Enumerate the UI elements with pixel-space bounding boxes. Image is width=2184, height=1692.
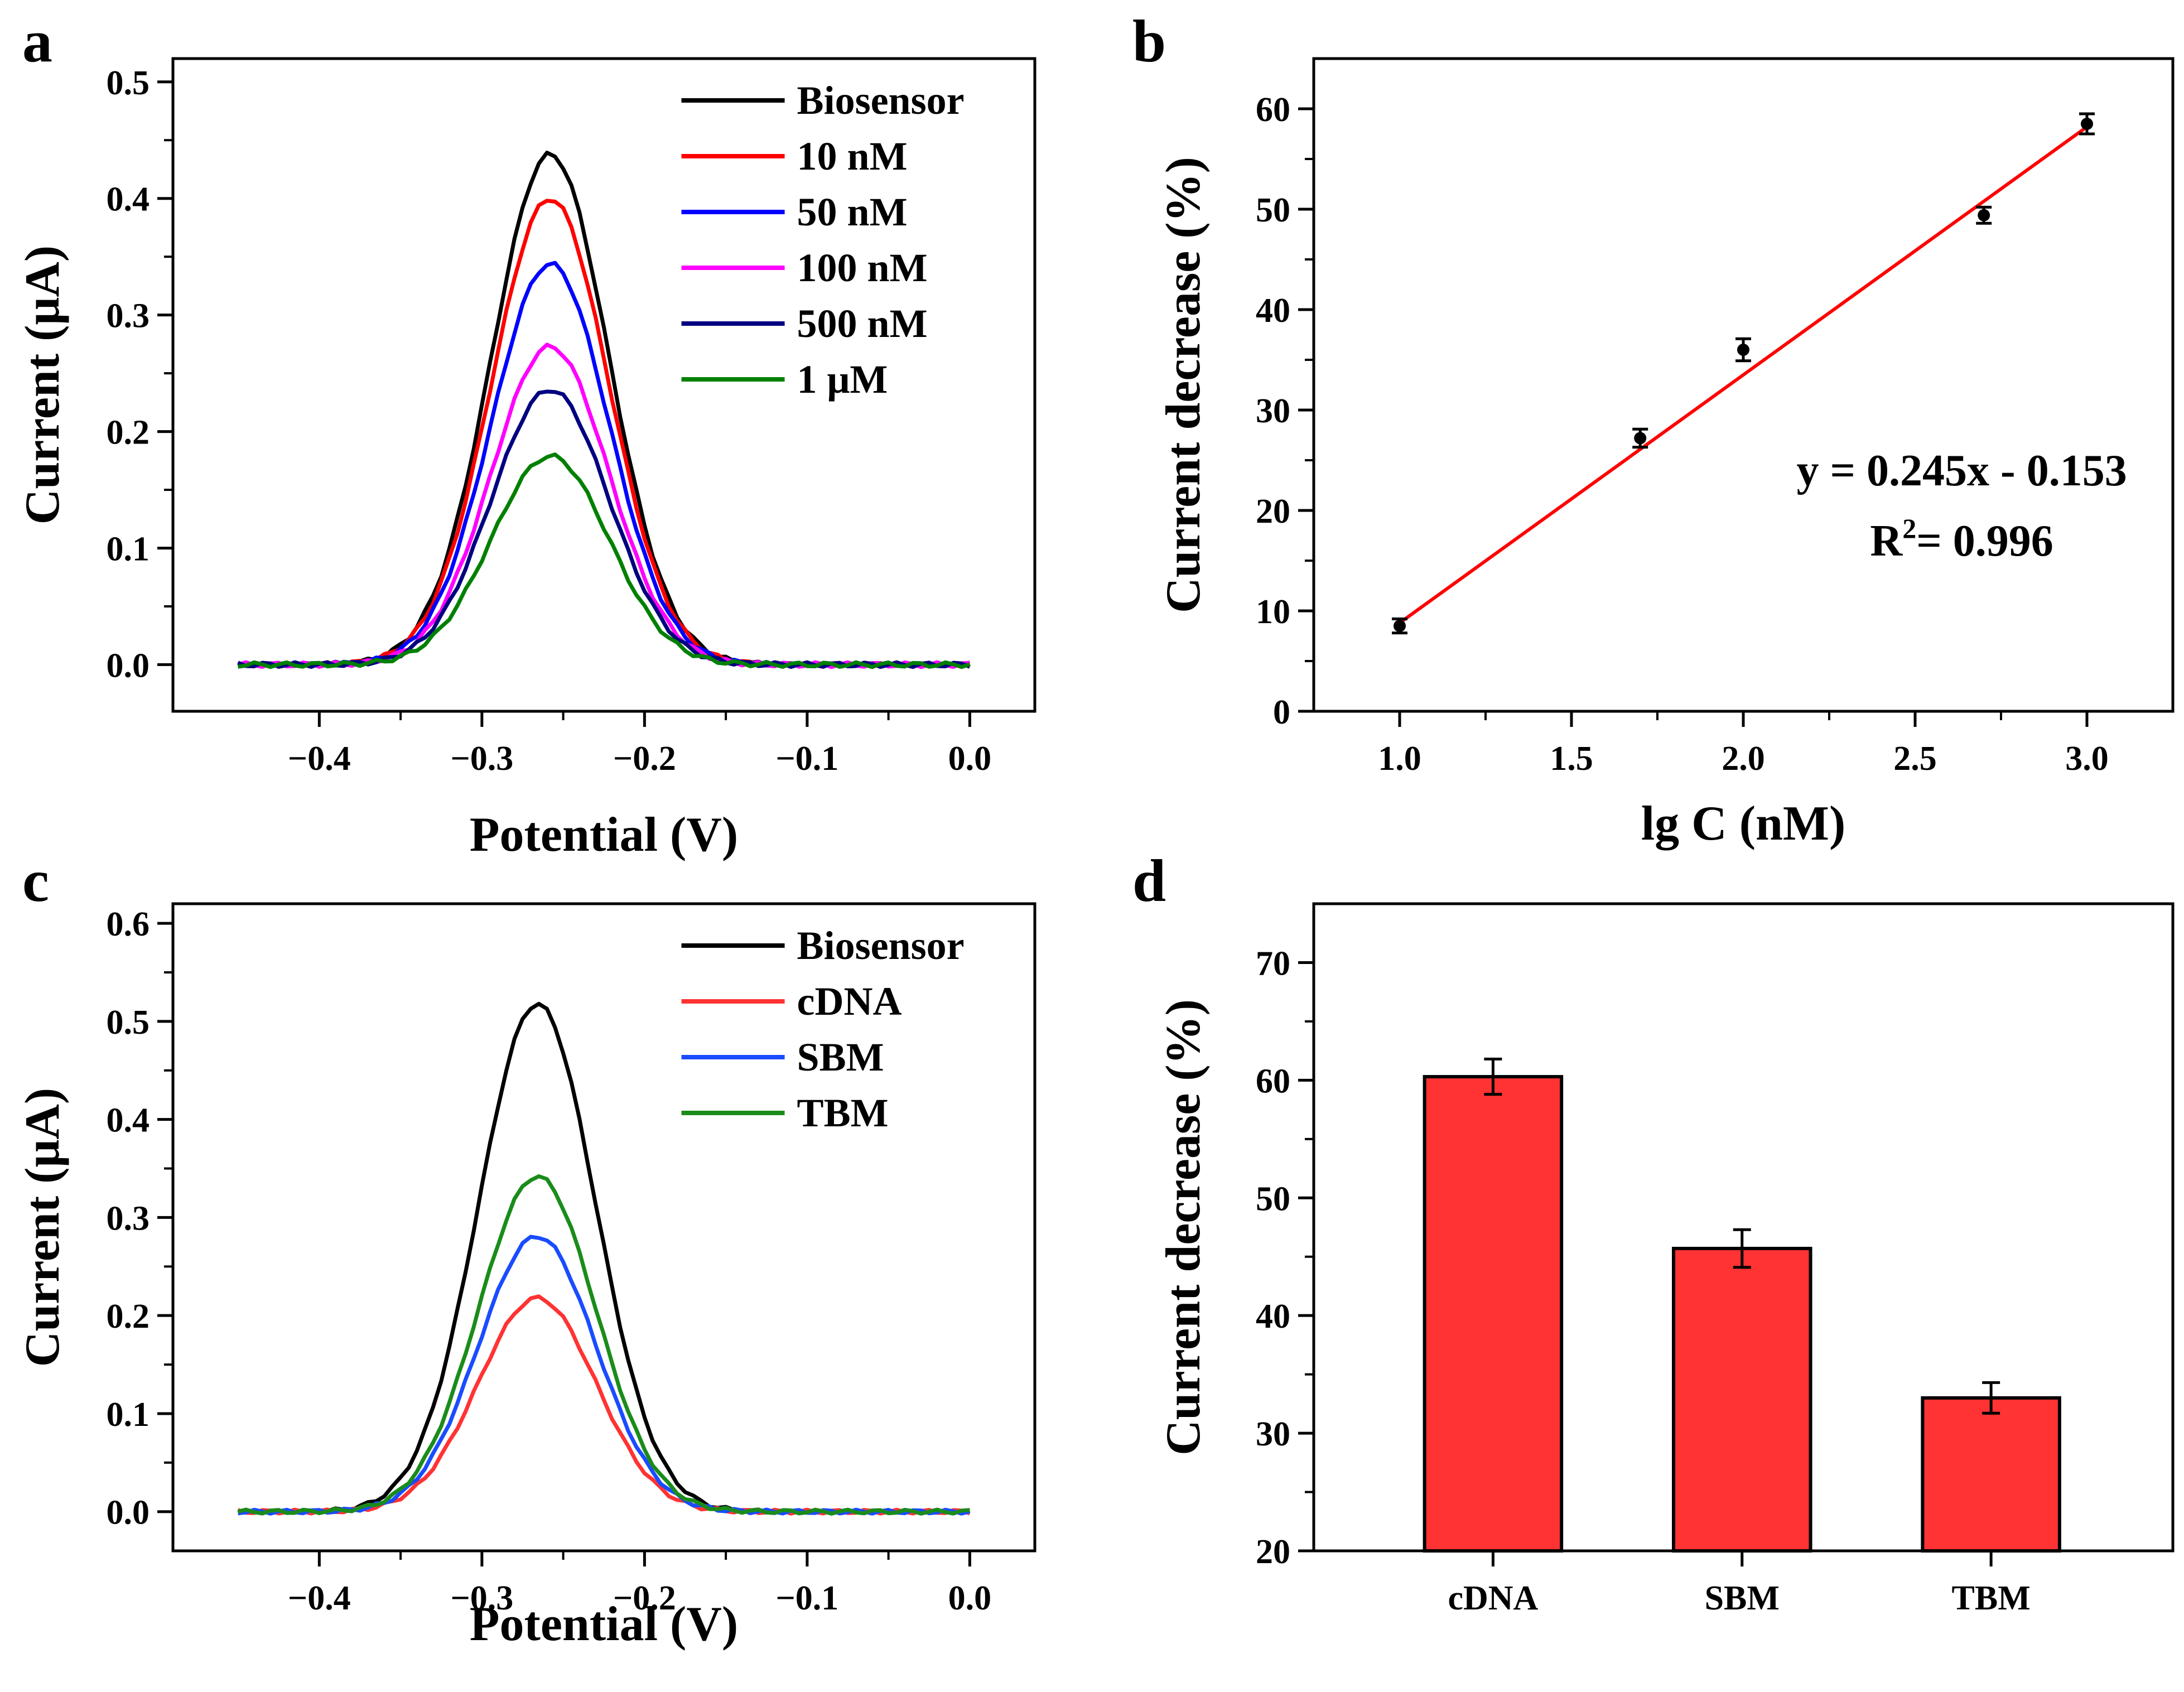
plot-frame <box>171 57 1036 713</box>
y-tick-label: 0.4 <box>107 181 150 219</box>
x-axis-title: Potential (V) <box>470 808 738 862</box>
x-tick-label: 1.0 <box>1378 740 1421 778</box>
legend-label: Biosensor <box>797 78 965 123</box>
y-tick-label: 70 <box>1256 944 1290 982</box>
y-tick-label: 20 <box>1256 493 1290 531</box>
y-tick-label: 50 <box>1256 191 1290 229</box>
plot-frame <box>1312 902 2175 1553</box>
x-tick-label: 0.0 <box>948 1579 992 1617</box>
bar-cDNA <box>1423 1075 1564 1553</box>
legend-label: 10 nM <box>797 134 908 179</box>
y-tick-label: 0.5 <box>107 1004 150 1042</box>
y-tick-label: 60 <box>1256 1062 1290 1100</box>
y-axis-title: Current (μA) <box>16 1088 70 1367</box>
y-tick-label: 0.0 <box>107 647 150 684</box>
series-line-TBM <box>237 1174 970 1516</box>
y-tick-label: 50 <box>1256 1180 1290 1218</box>
legend-label: 1 μM <box>797 357 888 402</box>
y-tick-label: 40 <box>1256 1298 1290 1336</box>
x-tick-label: −0.3 <box>450 740 513 778</box>
x-tick-label: 3.0 <box>2065 740 2109 778</box>
y-tick-label: 0.2 <box>107 1298 150 1336</box>
series-line-1-μM <box>238 452 971 669</box>
bar-SBM <box>1672 1246 1812 1553</box>
y-tick-label: 0.2 <box>107 414 150 452</box>
legend-label: 100 nM <box>797 245 928 290</box>
fit-equation: y = 0.245x - 0.153 <box>1796 446 2127 495</box>
legend-label: cDNA <box>797 979 902 1024</box>
y-axis-title: Current decrease (%) <box>1156 157 1211 613</box>
data-point <box>1634 432 1647 445</box>
x-axis-title: Potential (V) <box>470 1597 738 1651</box>
legend-label: 500 nM <box>797 301 928 346</box>
x-tick-label: 1.5 <box>1550 740 1593 778</box>
y-axis-title: Current (μA) <box>16 245 70 524</box>
panel-b: b 0 10 20 30 40 50 60 1.0 1.5 2.0 2.5 3.0 Current dec… <box>1132 8 2175 851</box>
y-axis-title: Current decrease (%) <box>1156 999 1211 1455</box>
panel-a: a 0.0 0.1 0.2 0.3 0.4 0.5 −0.4 −0.3 −0.2 −0.1 0.0 Cu… <box>16 8 1036 862</box>
x-tick-label: −0.4 <box>288 740 351 778</box>
data-point <box>2081 118 2093 130</box>
legend-label: Biosensor <box>797 923 965 968</box>
y-tick-label: 0 <box>1273 693 1290 731</box>
x-axis-title: lg C (nM) <box>1641 797 1846 851</box>
y-tick-label: 0.1 <box>107 531 150 568</box>
y-tick-label: 10 <box>1256 593 1290 631</box>
series-line-Biosensor <box>237 1001 970 1516</box>
panel-label-c: c <box>22 848 49 914</box>
data-point <box>1978 209 1990 221</box>
panel-c: c 0.0 0.1 0.2 0.3 0.4 0.5 0.6 −0.4 −0.3 −0.2 −0.1 0.… <box>16 848 1036 1651</box>
x-tick-label: cDNA <box>1448 1579 1538 1617</box>
x-tick-label: SBM <box>1705 1579 1780 1617</box>
bar-TBM <box>1921 1396 2061 1553</box>
x-tick-label: −0.1 <box>775 740 838 778</box>
x-tick-label: −0.1 <box>775 1579 838 1617</box>
fit-r-squared: R2= 0.996 <box>1870 513 2053 566</box>
y-tick-label: 0.3 <box>107 297 150 335</box>
panel-label-d: d <box>1132 848 1166 914</box>
y-tick-label: 0.6 <box>107 905 150 943</box>
y-tick-label: 0.4 <box>107 1102 150 1140</box>
legend-label: SBM <box>797 1035 884 1079</box>
y-tick-label: 40 <box>1256 292 1290 330</box>
x-tick-label: 0.0 <box>948 740 992 778</box>
y-tick-label: 60 <box>1256 91 1290 129</box>
y-tick-label: 0.0 <box>107 1494 150 1532</box>
x-tick-label: 2.5 <box>1893 740 1937 778</box>
y-tick-label: 30 <box>1256 392 1290 430</box>
series-line-SBM <box>238 1235 971 1516</box>
legend-label: TBM <box>797 1091 889 1135</box>
x-tick-label: −0.2 <box>613 740 676 778</box>
fit-line <box>1399 125 2088 625</box>
data-point <box>1394 620 1406 632</box>
y-tick-label: 0.3 <box>107 1199 150 1237</box>
plot-frame <box>171 902 1036 1553</box>
x-tick-label: −0.3 <box>450 1579 513 1617</box>
y-tick-label: 20 <box>1256 1533 1290 1571</box>
x-tick-label: −0.4 <box>288 1579 351 1617</box>
y-tick-label: 0.1 <box>107 1396 150 1434</box>
x-tick-label: −0.2 <box>613 1579 676 1617</box>
legend-label: 50 nM <box>797 190 908 234</box>
x-tick-label: TBM <box>1952 1579 2031 1617</box>
panel-label-a: a <box>22 8 52 75</box>
y-tick-label: 30 <box>1256 1415 1290 1453</box>
data-point <box>1737 344 1749 356</box>
panel-label-b: b <box>1132 8 1166 75</box>
x-tick-label: 2.0 <box>1722 740 1765 778</box>
panel-d: d 20 30 40 50 60 70 Current decrease (%) cDNA SBM… <box>1132 848 2175 1617</box>
y-tick-label: 0.5 <box>107 64 150 102</box>
